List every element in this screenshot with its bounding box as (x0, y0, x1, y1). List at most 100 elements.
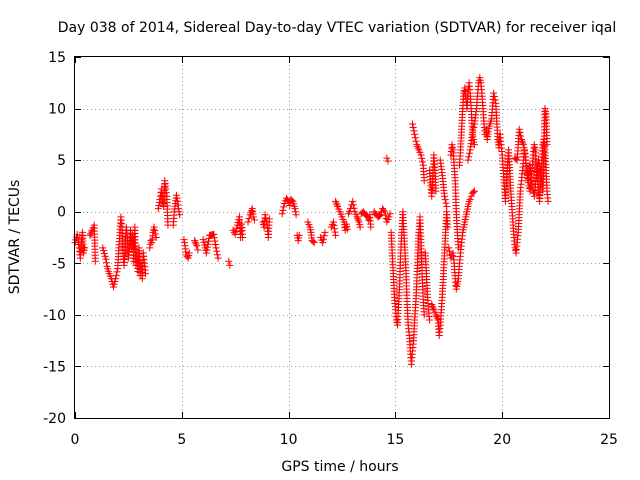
data-point (210, 234, 218, 242)
data-point (81, 244, 89, 252)
data-point (515, 125, 523, 133)
data-point (470, 187, 478, 195)
data-point (191, 237, 199, 245)
data-point (154, 205, 162, 213)
data-point (367, 223, 375, 231)
data-point (151, 230, 159, 238)
y-tick-label: -15 (43, 359, 66, 375)
data-point (381, 211, 389, 219)
data-point (295, 231, 303, 239)
data-point (265, 215, 273, 223)
data-point (445, 244, 453, 252)
data-point (113, 268, 121, 276)
x-axis-label: GPS time / hours (281, 459, 398, 475)
data-point (386, 210, 394, 218)
data-point (491, 96, 499, 104)
data-point (91, 257, 99, 265)
data-point (185, 249, 193, 257)
data-point (417, 151, 425, 159)
data-point (353, 213, 361, 221)
data-point (278, 210, 286, 218)
data-point (292, 208, 300, 216)
data-point (214, 254, 222, 262)
data-point (490, 93, 498, 101)
data-point (380, 206, 388, 214)
data-point (244, 218, 252, 226)
y-tick-label: -10 (43, 308, 66, 324)
data-point (210, 230, 218, 238)
data-point (141, 270, 149, 278)
data-point (441, 196, 449, 204)
data-point (99, 244, 107, 252)
data-point (175, 208, 183, 216)
data-point (212, 244, 220, 252)
data-point (446, 251, 454, 259)
data-point (191, 238, 199, 246)
data-point (354, 215, 362, 223)
data-point (261, 211, 269, 219)
data-point (101, 252, 109, 260)
data-point (408, 120, 416, 128)
data-point (205, 237, 212, 245)
data-point (517, 132, 525, 140)
data-point (332, 231, 340, 239)
data-point (413, 142, 421, 150)
data-point (490, 89, 498, 97)
data-point (319, 239, 327, 247)
x-tick-label: 20 (493, 432, 511, 448)
data-point (444, 223, 452, 231)
data-point (409, 123, 417, 131)
data-point (411, 134, 419, 142)
data-point (412, 137, 420, 145)
data-point (250, 216, 258, 224)
data-point (411, 130, 419, 138)
data-point (203, 246, 211, 254)
data-point (332, 199, 340, 207)
data-point (204, 240, 212, 248)
data-point (433, 313, 441, 321)
data-point (418, 154, 426, 162)
y-tick-labels: -20 -15 -10 -5 0 5 10 15 (43, 50, 66, 427)
data-point (432, 311, 440, 319)
data-point (172, 191, 180, 199)
data-point (175, 205, 183, 213)
data-point (528, 182, 536, 190)
data-point (454, 244, 462, 252)
x-tick-label: 25 (600, 432, 618, 448)
data-point (426, 316, 434, 324)
data-point (331, 228, 339, 236)
data-point (192, 240, 200, 248)
axis-ticks (75, 57, 610, 419)
data-point (375, 212, 383, 220)
data-point (544, 197, 552, 205)
data-point (100, 249, 108, 257)
x-tick-labels: 0 5 10 15 20 25 (71, 432, 618, 448)
data-point (155, 202, 163, 210)
data-point (183, 253, 191, 261)
data-point (332, 197, 340, 205)
data-point (288, 196, 296, 204)
data-point (443, 203, 451, 211)
data-point (309, 238, 317, 246)
data-point (414, 144, 422, 152)
data-point (446, 247, 454, 255)
data-point (418, 158, 426, 166)
data-point (320, 232, 328, 240)
data-point (349, 197, 357, 205)
data-point (213, 251, 221, 259)
data-point (350, 204, 358, 212)
data-point (442, 199, 450, 207)
data-point (429, 304, 437, 312)
data-point (469, 127, 477, 135)
data-point (413, 141, 421, 149)
y-axis-label: SDTVAR / TECUs (7, 180, 23, 295)
data-point (330, 221, 338, 229)
x-tick-label: 10 (280, 432, 298, 448)
data-point (543, 141, 551, 149)
data-point (428, 301, 436, 309)
data-point (86, 231, 94, 239)
data-point (465, 153, 473, 161)
data-point (162, 185, 170, 193)
data-point (517, 136, 525, 144)
data-point (262, 214, 270, 222)
